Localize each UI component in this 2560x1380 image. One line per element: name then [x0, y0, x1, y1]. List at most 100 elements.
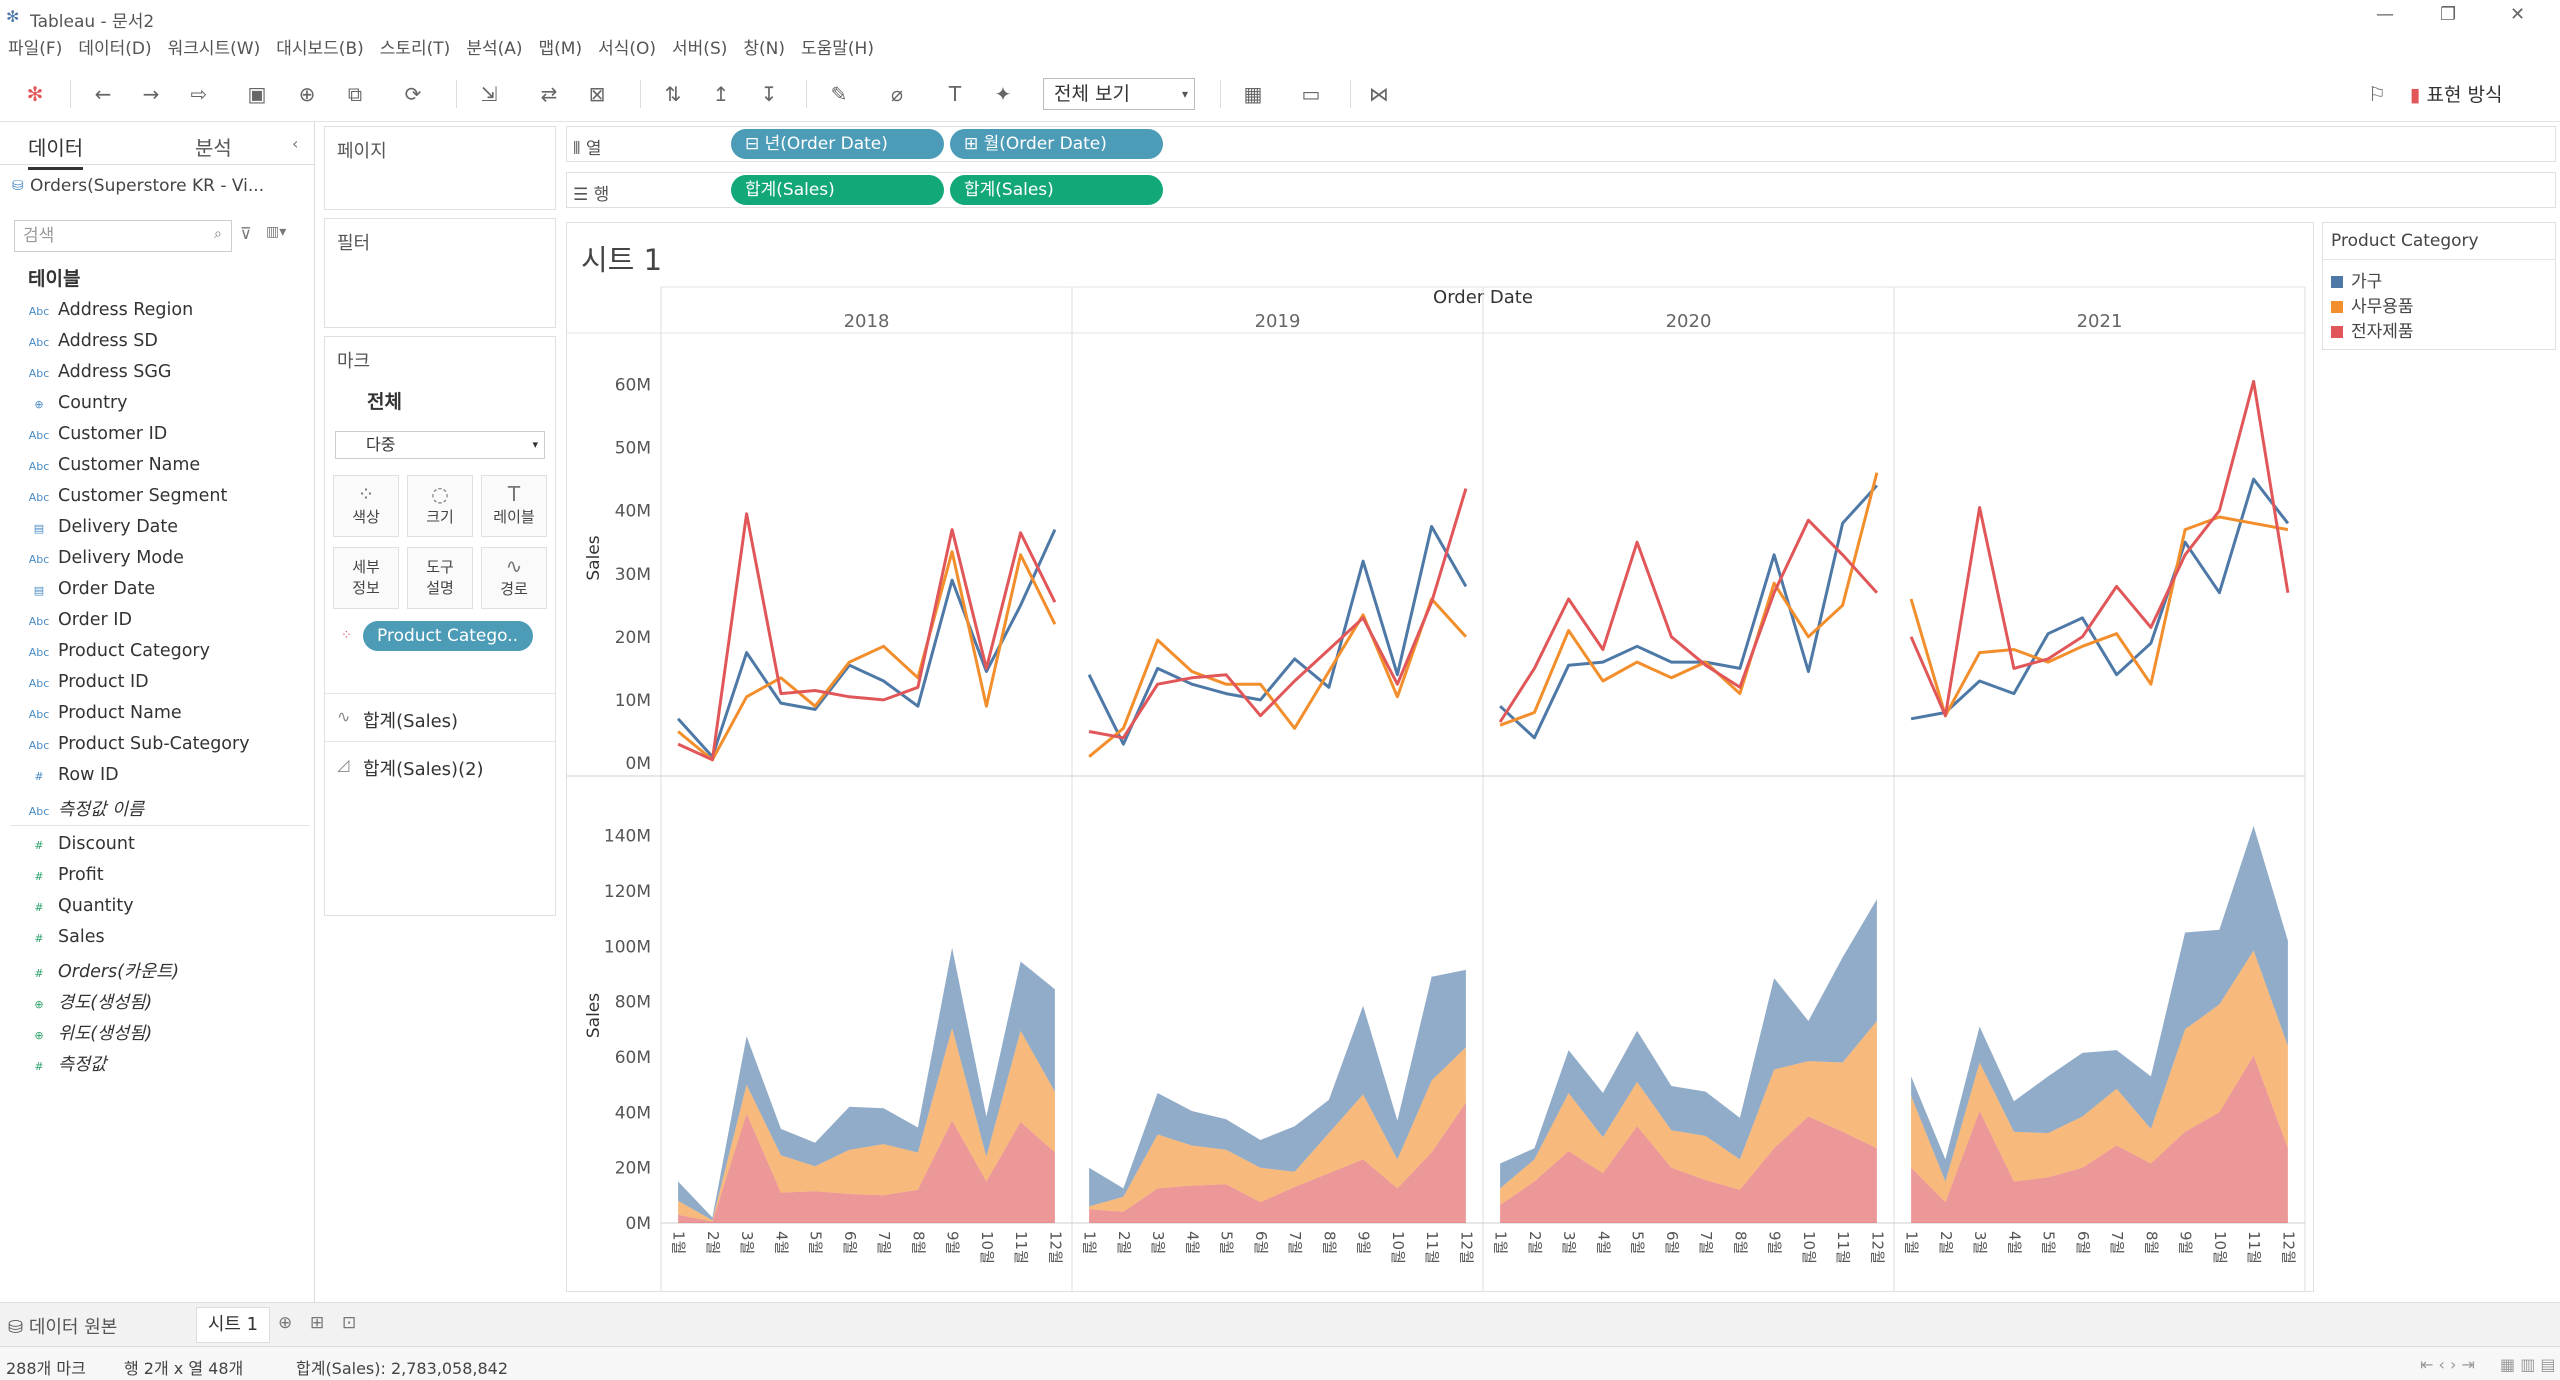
- measure-field[interactable]: # Profit: [28, 865, 103, 895]
- mark-path-button[interactable]: ∿ 경로: [481, 547, 547, 609]
- paste-icon[interactable]: ⇲: [480, 82, 498, 106]
- measure-field[interactable]: # 측정값: [28, 1051, 106, 1081]
- show-me-button[interactable]: ▮ 표현 방식: [2410, 80, 2502, 107]
- share-icon[interactable]: ⋈: [1369, 82, 1389, 106]
- measure-field[interactable]: # Discount: [28, 834, 134, 864]
- dimension-field[interactable]: Abc Address SGG: [28, 362, 172, 392]
- legend-item[interactable]: 가구: [2331, 267, 2382, 292]
- duplicate-icon[interactable]: ⧉: [347, 82, 363, 106]
- menu-item[interactable]: 창(N): [743, 39, 785, 59]
- dimension-field[interactable]: Abc Product Name: [28, 703, 182, 733]
- marks-sum1[interactable]: 합계(Sales): [363, 711, 459, 732]
- dimension-field[interactable]: ▤ Order Date: [28, 579, 155, 609]
- fit-view-select[interactable]: 전체 보기 ▾: [1043, 78, 1195, 110]
- dimension-field[interactable]: Abc Customer Segment: [28, 486, 228, 516]
- swap-icon[interactable]: ⇄: [540, 82, 558, 106]
- tableau-icon[interactable]: ✻: [26, 82, 44, 106]
- filter-icon[interactable]: ⊽: [240, 224, 252, 243]
- dimension-field[interactable]: Abc Product Category: [28, 641, 210, 671]
- dimension-field[interactable]: Abc Delivery Mode: [28, 548, 184, 578]
- mark-color-button[interactable]: ⁘ 색상: [333, 475, 399, 537]
- show-cards-icon[interactable]: ▦: [1243, 82, 1263, 106]
- dimension-field[interactable]: Abc 측정값 이름: [28, 796, 144, 826]
- filters-card[interactable]: 필터: [324, 218, 556, 328]
- minimize-button[interactable]: —: [2376, 4, 2394, 25]
- menu-item[interactable]: 도움말(H): [801, 39, 874, 59]
- grid-view-icons[interactable]: ▦ ▥ ▤: [2500, 1355, 2556, 1374]
- menu-item[interactable]: 워크시트(W): [167, 39, 261, 59]
- marks-sum2[interactable]: 합계(Sales)(2): [363, 759, 484, 780]
- hint-icon[interactable]: ⚐: [2368, 82, 2386, 106]
- pages-card[interactable]: 페이지: [324, 126, 556, 210]
- dimension-field[interactable]: ▤ Delivery Date: [28, 517, 178, 547]
- mark-size-button[interactable]: ◌ 크기: [407, 475, 473, 537]
- new-story-tab-icon[interactable]: ⊡: [342, 1313, 357, 1333]
- sheet-title[interactable]: 시트 1: [581, 243, 663, 277]
- undo-icon[interactable]: ←: [94, 82, 112, 106]
- menu-item[interactable]: 파일(F): [8, 39, 63, 59]
- dimension-field[interactable]: Abc Product Sub-Category: [28, 734, 250, 764]
- presentation-icon[interactable]: ▭: [1301, 82, 1321, 106]
- sort-ascending-icon[interactable]: ↥: [712, 82, 730, 106]
- tab-analysis[interactable]: 분석: [195, 136, 232, 160]
- highlight-icon[interactable]: ✎: [830, 82, 848, 106]
- dimension-field[interactable]: Abc Customer Name: [28, 455, 200, 485]
- view-options-icon[interactable]: ▥▾: [266, 224, 287, 240]
- swap-rows-cols-icon[interactable]: ⇅: [664, 82, 682, 106]
- tab-nav-icons[interactable]: ⇤ ‹ › ⇥: [2420, 1355, 2475, 1374]
- mark-tooltip-button[interactable]: 도구 설명: [407, 547, 473, 609]
- menu-item[interactable]: 데이터(D): [78, 39, 152, 59]
- dimension-field[interactable]: Abc Product ID: [28, 672, 149, 702]
- dimension-field[interactable]: # Row ID: [28, 765, 118, 795]
- sheet-tab-1[interactable]: 시트 1: [196, 1307, 270, 1343]
- close-button[interactable]: ✕: [2510, 4, 2526, 25]
- year-order-date-pill[interactable]: ⊟ 년(Order Date): [731, 129, 944, 159]
- pin-icon[interactable]: ✦: [994, 82, 1012, 106]
- mark-detail-button[interactable]: 세부 정보: [333, 547, 399, 609]
- new-datasource-icon[interactable]: ⇨: [190, 82, 208, 106]
- new-dashboard-tab-icon[interactable]: ⊞: [310, 1313, 325, 1333]
- menu-item[interactable]: 분석(A): [466, 39, 523, 59]
- color-legend[interactable]: Product Category 가구 사무용품 전자제품: [2322, 222, 2556, 350]
- legend-item[interactable]: 사무용품: [2331, 292, 2414, 317]
- sort-descending-icon[interactable]: ↧: [760, 82, 778, 106]
- menu-item[interactable]: 서버(S): [672, 39, 728, 59]
- measure-field[interactable]: ⊕ 위도(생성됨): [28, 1020, 152, 1050]
- save-icon[interactable]: ▣: [247, 82, 267, 106]
- search-input[interactable]: 검색: [14, 220, 232, 252]
- color-pill[interactable]: Product Catego..: [363, 621, 533, 651]
- group-icon[interactable]: ⌀: [890, 82, 904, 106]
- legend-item[interactable]: 전자제품: [2331, 317, 2414, 342]
- measure-field[interactable]: # Sales: [28, 927, 104, 957]
- clear-sheet-icon[interactable]: ⊠: [588, 82, 606, 106]
- sum-sales-pill-1[interactable]: 합계(Sales): [731, 175, 944, 205]
- menu-item[interactable]: 서식(O): [598, 39, 657, 59]
- dimension-field[interactable]: Abc Customer ID: [28, 424, 168, 454]
- restore-button[interactable]: ❐: [2440, 4, 2457, 25]
- dimension-field[interactable]: ⊕ Country: [28, 393, 127, 423]
- dimension-field[interactable]: Abc Address SD: [28, 331, 158, 361]
- columns-shelf[interactable]: ⦀ 열 ⊟ 년(Order Date) ⊞ 월(Order Date): [566, 126, 2556, 162]
- dimension-field[interactable]: Abc Order ID: [28, 610, 132, 640]
- datasource-tab[interactable]: ⛁ 데이터 원본: [8, 1313, 117, 1339]
- measure-field[interactable]: # Orders(카운트): [28, 958, 179, 988]
- mark-type-select[interactable]: 다중 ▾: [335, 431, 545, 459]
- dimension-field[interactable]: Abc Address Region: [28, 300, 193, 330]
- tab-data[interactable]: 데이터: [28, 132, 84, 170]
- month-order-date-pill[interactable]: ⊞ 월(Order Date): [950, 129, 1163, 159]
- new-worksheet-tab-icon[interactable]: ⊕: [278, 1313, 293, 1333]
- mark-label-button[interactable]: T 레이블: [481, 475, 547, 537]
- new-worksheet-icon[interactable]: ⊕: [298, 82, 316, 106]
- rows-shelf[interactable]: ☰ 행 합계(Sales) 합계(Sales): [566, 172, 2556, 208]
- collapse-pane-icon[interactable]: ‹: [292, 134, 299, 153]
- marks-all-label[interactable]: 전체: [367, 391, 402, 413]
- datasource-name[interactable]: Orders(Superstore KR - Vi...: [30, 176, 265, 196]
- sum-sales-pill-2[interactable]: 합계(Sales): [950, 175, 1163, 205]
- measure-field[interactable]: ⊕ 경도(생성됨): [28, 989, 152, 1019]
- menu-item[interactable]: 스토리(T): [379, 39, 451, 59]
- labels-icon[interactable]: T: [948, 82, 962, 106]
- refresh-icon[interactable]: ⟳: [404, 82, 422, 106]
- menu-item[interactable]: 맵(M): [538, 39, 583, 59]
- menu-item[interactable]: 대시보드(B): [276, 39, 364, 59]
